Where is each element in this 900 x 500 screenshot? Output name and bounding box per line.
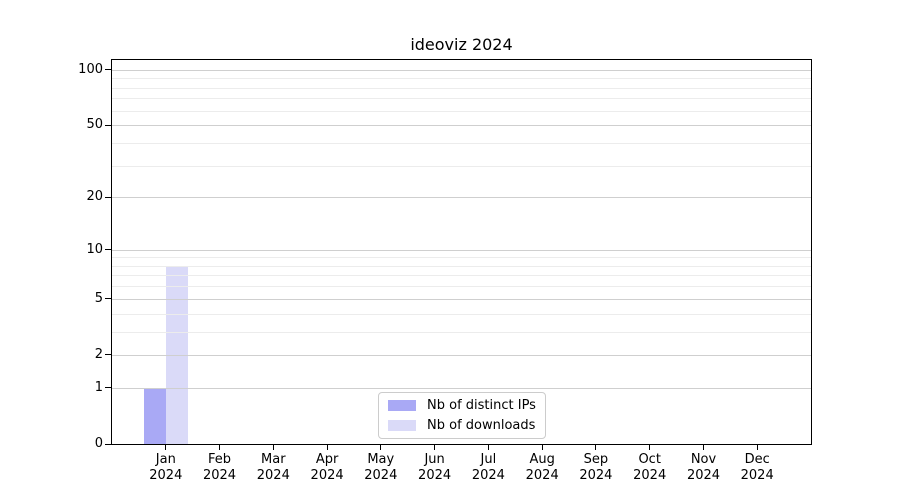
- x-tick-mark: [595, 444, 597, 450]
- y-tick-label: 2: [94, 346, 103, 362]
- legend-swatch-downloads: [388, 420, 416, 431]
- x-tick-month: Mar: [261, 452, 286, 467]
- gridline-minor: [112, 331, 811, 333]
- legend-swatch-distinct-ips: [388, 400, 416, 411]
- grid-layer: [112, 60, 811, 444]
- x-tick-year: 2024: [149, 468, 183, 483]
- x-tick-year: 2024: [525, 468, 559, 483]
- x-tick-mark: [703, 444, 704, 450]
- x-tick-year: 2024: [256, 468, 290, 483]
- gridline-minor: [112, 142, 811, 144]
- gridline-major: [112, 69, 811, 71]
- x-tick-label: May 2024: [354, 452, 408, 484]
- x-tick-month: Nov: [690, 452, 717, 467]
- x-tick-label: Apr 2024: [300, 452, 354, 484]
- x-tick-label: Oct 2024: [623, 452, 677, 484]
- x-tick-label: Dec 2024: [730, 452, 784, 484]
- x-tick-label: Jul 2024: [461, 452, 515, 484]
- x-tick-month: Jan: [155, 452, 176, 467]
- x-tick-mark: [434, 444, 436, 450]
- x-tick-year: 2024: [633, 468, 667, 483]
- x-tick-mark: [165, 444, 167, 450]
- legend-label-distinct-ips: Nb of distinct IPs: [427, 398, 536, 413]
- x-tick-label: Jan 2024: [139, 452, 193, 484]
- gridline-major: [112, 197, 811, 199]
- bar-distinct-ips-jan: [143, 387, 166, 444]
- x-tick-mark: [272, 444, 274, 450]
- y-tick-label: 10: [86, 241, 103, 257]
- y-tick-label: 0: [94, 436, 103, 451]
- gridline-minor: [112, 98, 811, 100]
- legend-item-distinct-ips: Nb of distinct IPs: [388, 397, 536, 414]
- x-tick-mark: [649, 444, 651, 450]
- x-tick-month: Aug: [529, 452, 555, 467]
- y-tick-mark: [105, 124, 111, 126]
- gridline-minor: [112, 265, 811, 267]
- x-tick-label: Aug 2024: [515, 452, 569, 484]
- gridline-major: [112, 354, 811, 356]
- y-tick-mark: [105, 69, 111, 71]
- y-tick-label: 50: [86, 117, 103, 133]
- x-tick-month: Oct: [638, 452, 661, 467]
- x-tick-month: Sep: [583, 452, 609, 467]
- gridline-minor: [112, 286, 811, 288]
- x-tick-year: 2024: [418, 468, 452, 483]
- x-tick-label: Feb 2024: [193, 452, 247, 484]
- x-tick-month: Feb: [207, 452, 232, 467]
- x-tick-mark: [380, 444, 382, 450]
- gridline-major: [112, 387, 811, 389]
- gridline-minor: [112, 87, 811, 89]
- x-tick-month: Jul: [480, 452, 497, 467]
- x-tick-label: Nov 2024: [677, 452, 731, 484]
- y-tick-mark: [105, 196, 111, 198]
- x-tick-year: 2024: [364, 468, 398, 483]
- x-tick-month: May: [367, 452, 395, 467]
- chart-title: ideoviz 2024: [410, 35, 513, 54]
- y-tick-mark: [105, 298, 111, 300]
- x-tick-year: 2024: [310, 468, 344, 483]
- y-tick-mark: [105, 249, 111, 251]
- x-axis: Jan 2024 Feb 2024 Mar 2024 Apr 2024 May 2024 Jun 20…: [112, 60, 811, 483]
- x-tick-year: 2024: [202, 468, 237, 483]
- gridline-minor: [112, 110, 811, 112]
- x-tick-year: 2024: [579, 468, 613, 483]
- legend: Nb of distinct IPs Nb of downloads: [378, 392, 546, 439]
- gridline-major: [112, 249, 811, 251]
- x-tick-year: 2024: [686, 468, 721, 483]
- x-tick-label: Mar 2024: [246, 452, 300, 484]
- y-tick-mark: [105, 387, 111, 389]
- x-tick-label: Sep 2024: [569, 452, 623, 484]
- gridline-minor: [112, 257, 811, 259]
- gridline-minor: [112, 275, 811, 277]
- gridline-major: [112, 298, 811, 300]
- gridline-major: [112, 125, 811, 127]
- legend-item-downloads: Nb of downloads: [388, 417, 536, 434]
- y-tick-label: 1: [94, 379, 103, 395]
- x-tick-month: Apr: [315, 452, 339, 467]
- x-tick-label: Jun 2024: [408, 452, 462, 484]
- x-tick-mark: [487, 444, 489, 450]
- y-axis: 0 1 2 5 10 20 50 100: [78, 60, 811, 451]
- x-tick-year: 2024: [471, 468, 505, 483]
- x-tick-month: Dec: [744, 452, 770, 467]
- x-tick-mark: [541, 444, 543, 450]
- y-tick-label: 5: [94, 290, 103, 306]
- y-tick-label: 20: [86, 189, 103, 205]
- x-tick-month: Jun: [424, 452, 445, 467]
- x-tick-mark: [219, 444, 220, 450]
- legend-label-downloads: Nb of downloads: [427, 418, 536, 433]
- gridline-minor: [112, 165, 811, 167]
- y-tick-mark: [105, 354, 111, 356]
- x-tick-year: 2024: [740, 468, 774, 483]
- gridline-minor: [112, 313, 811, 315]
- y-tick-label: 100: [78, 61, 103, 77]
- y-tick-mark: [105, 443, 111, 445]
- gridline-minor: [112, 78, 811, 80]
- plot-area: 0 1 2 5 10 20 50 100 Jan 2024 Feb 2024 Mar 2024 Apr 20…: [78, 59, 812, 483]
- x-tick-mark: [326, 444, 328, 450]
- x-tick-mark: [756, 444, 758, 450]
